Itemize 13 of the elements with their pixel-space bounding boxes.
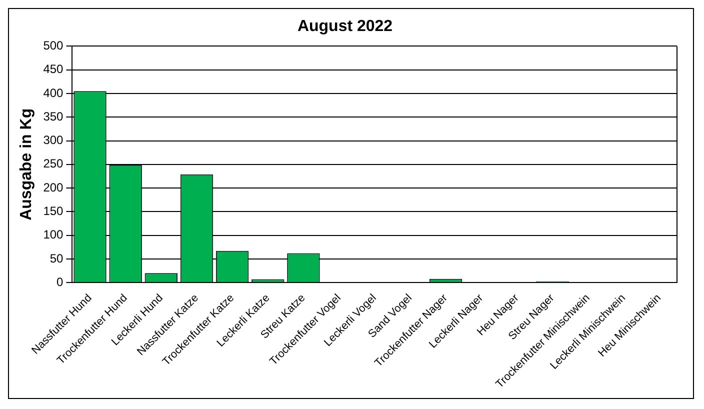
y-tick-label: 200 bbox=[43, 180, 64, 194]
chart-title: August 2022 bbox=[297, 18, 393, 36]
y-tick-label: 450 bbox=[43, 62, 64, 76]
y-tick-label: 350 bbox=[43, 109, 64, 124]
y-tick-label: 500 bbox=[43, 38, 64, 53]
y-tick-label: 150 bbox=[43, 204, 64, 218]
y-tick-label: 400 bbox=[43, 86, 64, 100]
y-axis-title: Ausgabe in Kg bbox=[18, 108, 36, 220]
y-tick-label: 100 bbox=[43, 228, 64, 242]
y-tick-label: 300 bbox=[43, 133, 64, 148]
y-tick-label: 0 bbox=[56, 274, 64, 289]
y-tick-label: 250 bbox=[43, 156, 64, 171]
y-tick-label: 50 bbox=[50, 251, 64, 266]
